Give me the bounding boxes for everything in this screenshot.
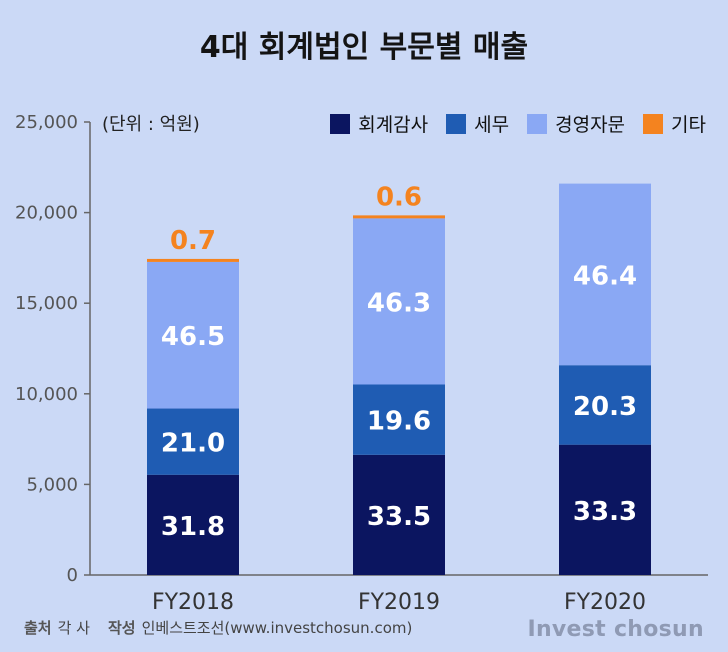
author-label: 작성 <box>107 619 136 637</box>
brand-logo: Invest chosun <box>527 617 704 642</box>
legend-swatch-audit <box>330 113 351 134</box>
legend-swatch-advisory <box>527 113 548 134</box>
x-tick-label: FY2020 <box>564 590 646 615</box>
y-tick-label: 0 <box>67 565 78 586</box>
data-label: 31.8 <box>161 512 225 542</box>
footer-credits: 출처 각 사 작성 인베스트조선(www.investchosun.com) <box>24 617 412 638</box>
bar-segment <box>353 454 445 575</box>
x-tick-label: FY2019 <box>358 590 440 615</box>
legend-item-tax: 세무 <box>446 110 509 137</box>
author-value: 인베스트조선(www.investchosun.com) <box>141 619 413 637</box>
legend-swatch-tax <box>446 113 467 134</box>
legend-label-audit: 회계감사 <box>358 114 429 136</box>
data-label: 33.5 <box>367 502 431 532</box>
unit-label: (단위 : 억원) <box>102 114 200 135</box>
source-label: 출처 <box>24 619 52 637</box>
data-label: 0.6 <box>376 182 422 212</box>
data-label: 46.5 <box>161 322 225 352</box>
bar-segment <box>353 384 445 455</box>
bar-segment <box>559 444 651 575</box>
legend: 회계감사 세무 경영자문 기타 <box>330 110 706 137</box>
y-tick-label: 10,000 <box>15 384 78 405</box>
y-tick-label: 25,000 <box>15 112 78 133</box>
bar-segment <box>353 215 445 219</box>
data-label: 46.4 <box>573 261 637 291</box>
source-value: 각 사 <box>57 619 90 637</box>
legend-item-audit: 회계감사 <box>330 110 428 137</box>
legend-label-other: 기타 <box>671 114 706 136</box>
data-label: 19.6 <box>367 407 431 437</box>
bar-segment <box>353 218 445 385</box>
bar-segment <box>147 408 239 475</box>
x-tick-label: FY2018 <box>152 590 234 615</box>
legend-item-other: 기타 <box>643 110 706 137</box>
bar-segment <box>147 258 239 262</box>
legend-swatch-other <box>643 113 664 134</box>
bar-segment <box>147 474 239 575</box>
data-label: 21.0 <box>161 429 225 459</box>
legend-item-advisory: 경영자문 <box>527 110 625 137</box>
bar-segment <box>147 261 239 409</box>
data-label: 46.3 <box>367 288 431 318</box>
data-label: 0.7 <box>170 226 216 256</box>
data-label: 20.3 <box>573 392 637 422</box>
legend-label-advisory: 경영자문 <box>555 114 626 136</box>
bar-segment <box>559 365 651 445</box>
data-label: 33.3 <box>573 497 637 527</box>
bar-segment <box>559 183 651 366</box>
y-tick-label: 15,000 <box>15 293 78 314</box>
y-tick-label: 20,000 <box>15 203 78 224</box>
legend-label-tax: 세무 <box>474 114 510 136</box>
chart-title: 4대 회계법인 부문별 매출 <box>199 30 529 65</box>
y-tick-label: 5,000 <box>26 474 78 495</box>
